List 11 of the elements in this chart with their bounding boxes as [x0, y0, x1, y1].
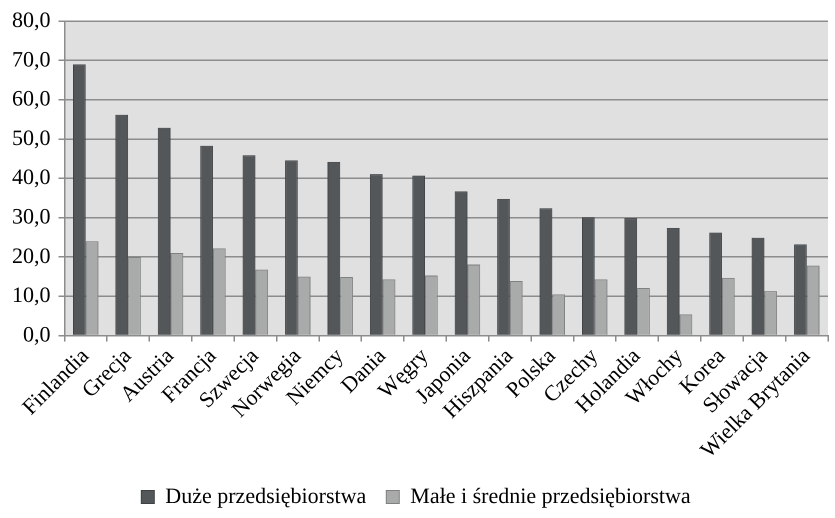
y-tick-label: 0,0 — [23, 321, 50, 346]
legend-label: Małe i średnie przedsiębiorstwa — [410, 482, 691, 508]
y-tick-label: 60,0 — [12, 86, 50, 111]
legend-label: Duże przedsiębiorstwa — [165, 482, 367, 508]
y-tick-label: 50,0 — [12, 124, 50, 150]
y-tick-label: 80,0 — [12, 6, 50, 32]
y-tick-label: 70,0 — [12, 46, 50, 72]
y-tick-label: 40,0 — [12, 164, 50, 190]
y-tick-label: 30,0 — [12, 203, 50, 228]
y-tick-label: 10,0 — [12, 282, 50, 308]
y-tick-label: 20,0 — [12, 242, 50, 268]
